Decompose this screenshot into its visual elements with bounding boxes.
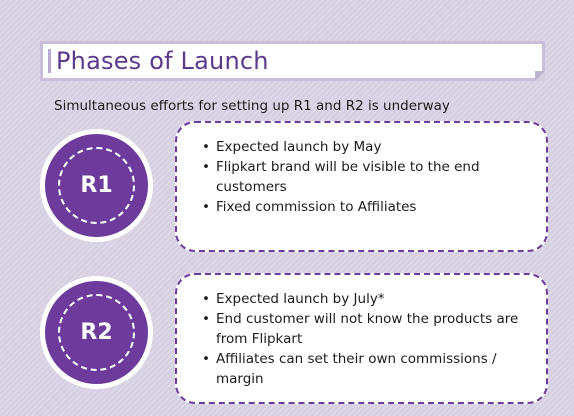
list-item: Flipkart brand will be visible to the en… — [202, 157, 534, 197]
slide-subtitle: Simultaneous efforts for setting up R1 a… — [54, 98, 450, 114]
phase-r2-label: R2 — [80, 320, 113, 345]
phase-r2-card: Expected launch by July* End customer wi… — [175, 273, 548, 404]
phase-r1-label: R1 — [80, 173, 113, 198]
slide-title: Phases of Launch — [56, 47, 269, 75]
phase-r2-circle: R2 — [40, 276, 153, 389]
phase-r1-card: Expected launch by May Flipkart brand wi… — [175, 121, 548, 252]
phase-r1-bullet-list: Expected launch by May Flipkart brand wi… — [202, 137, 534, 217]
list-item: End customer will not know the products … — [202, 309, 534, 349]
phase-r1-dashed-ring — [58, 147, 135, 224]
phase-r1-circle: R1 — [40, 129, 153, 242]
title-box: Phases of Launch — [40, 41, 545, 81]
list-item: Expected launch by May — [202, 137, 534, 157]
list-item: Fixed commission to Affiliates — [202, 197, 534, 217]
list-item: Expected launch by July* — [202, 289, 534, 309]
phase-r2-dashed-ring — [58, 294, 135, 371]
list-item: Affiliates can set their own commissions… — [202, 349, 534, 389]
phase-r2-bullet-list: Expected launch by July* End customer wi… — [202, 289, 534, 389]
